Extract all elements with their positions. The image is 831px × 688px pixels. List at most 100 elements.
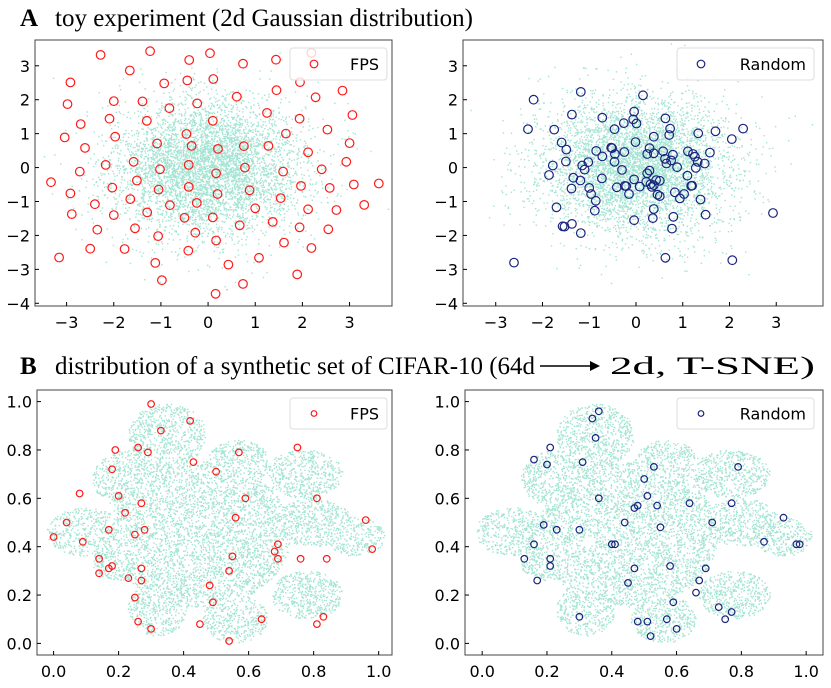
background-point <box>199 155 201 157</box>
background-point <box>224 98 226 101</box>
background-point <box>144 177 146 179</box>
background-point <box>313 171 316 173</box>
background-point <box>187 174 190 176</box>
background-point <box>228 103 230 105</box>
background-point <box>262 168 264 170</box>
background-point <box>223 119 226 121</box>
background-point <box>93 153 95 155</box>
background-point <box>221 185 224 187</box>
background-point <box>166 176 168 179</box>
background-point <box>206 158 208 161</box>
background-point <box>308 129 310 131</box>
background-point <box>163 143 165 145</box>
background-point <box>146 191 148 193</box>
background-point <box>184 117 187 120</box>
background-point <box>185 184 187 186</box>
background-point <box>159 281 161 283</box>
background-point <box>224 208 226 210</box>
background-point <box>235 169 237 171</box>
background-point <box>194 157 197 159</box>
background-point <box>182 180 184 182</box>
background-point <box>137 155 139 157</box>
background-point <box>282 178 284 180</box>
background-point <box>153 168 156 171</box>
background-point <box>347 130 349 132</box>
background-point <box>206 120 208 122</box>
background-point <box>205 129 207 131</box>
background-point <box>147 172 150 174</box>
background-point <box>239 227 241 229</box>
background-point <box>179 201 182 204</box>
background-point <box>180 177 182 179</box>
background-point <box>171 143 173 145</box>
background-point <box>215 217 217 220</box>
background-point <box>274 188 276 190</box>
background-point <box>260 229 262 232</box>
background-point <box>227 203 230 205</box>
background-point <box>263 138 266 140</box>
background-point <box>189 207 191 209</box>
background-point <box>110 181 112 184</box>
background-point <box>108 164 110 167</box>
background-point <box>165 164 167 167</box>
background-point <box>310 162 313 164</box>
background-point <box>185 133 187 135</box>
background-point <box>226 174 228 176</box>
background-point <box>273 184 275 187</box>
background-point <box>137 148 139 151</box>
background-point <box>251 201 253 203</box>
background-point <box>178 163 180 165</box>
background-point <box>256 180 258 182</box>
background-point <box>279 207 281 210</box>
background-point <box>305 142 307 144</box>
background-point <box>198 212 200 214</box>
background-point <box>273 210 275 212</box>
background-point <box>164 147 166 149</box>
background-point <box>182 223 184 225</box>
background-point <box>159 149 162 151</box>
background-point <box>127 198 129 200</box>
background-point <box>267 198 269 200</box>
background-point <box>259 132 261 135</box>
background-point <box>237 128 239 130</box>
background-point <box>213 241 216 243</box>
background-point <box>226 133 229 136</box>
background-point <box>169 217 171 219</box>
background-point <box>275 151 278 153</box>
background-point <box>203 82 206 84</box>
background-point <box>258 104 260 106</box>
background-point <box>233 137 236 139</box>
background-point <box>250 188 253 191</box>
background-point <box>202 174 204 177</box>
background-point <box>162 210 164 212</box>
background-point <box>205 157 207 159</box>
background-point <box>209 172 211 174</box>
background-point <box>341 138 343 140</box>
background-point <box>216 71 219 73</box>
background-point <box>199 174 202 176</box>
background-point <box>176 199 179 201</box>
background-point <box>149 149 151 151</box>
background-point <box>203 209 205 211</box>
background-point <box>213 130 215 132</box>
background-point <box>151 132 154 134</box>
background-point <box>217 180 220 182</box>
background-point <box>196 128 198 130</box>
background-point <box>263 167 265 169</box>
background-point <box>169 144 171 146</box>
background-point <box>218 127 221 129</box>
background-point <box>203 130 205 132</box>
background-point <box>171 98 173 101</box>
background-point <box>209 97 212 99</box>
background-point <box>236 137 239 140</box>
background-point <box>181 103 183 105</box>
background-point <box>238 240 240 242</box>
background-point <box>179 171 181 173</box>
background-point <box>278 194 280 196</box>
background-point <box>201 160 204 163</box>
background-point <box>200 195 202 197</box>
background-point <box>321 180 323 183</box>
background-point <box>308 118 310 120</box>
background-point <box>259 182 261 185</box>
background-point <box>200 114 202 116</box>
